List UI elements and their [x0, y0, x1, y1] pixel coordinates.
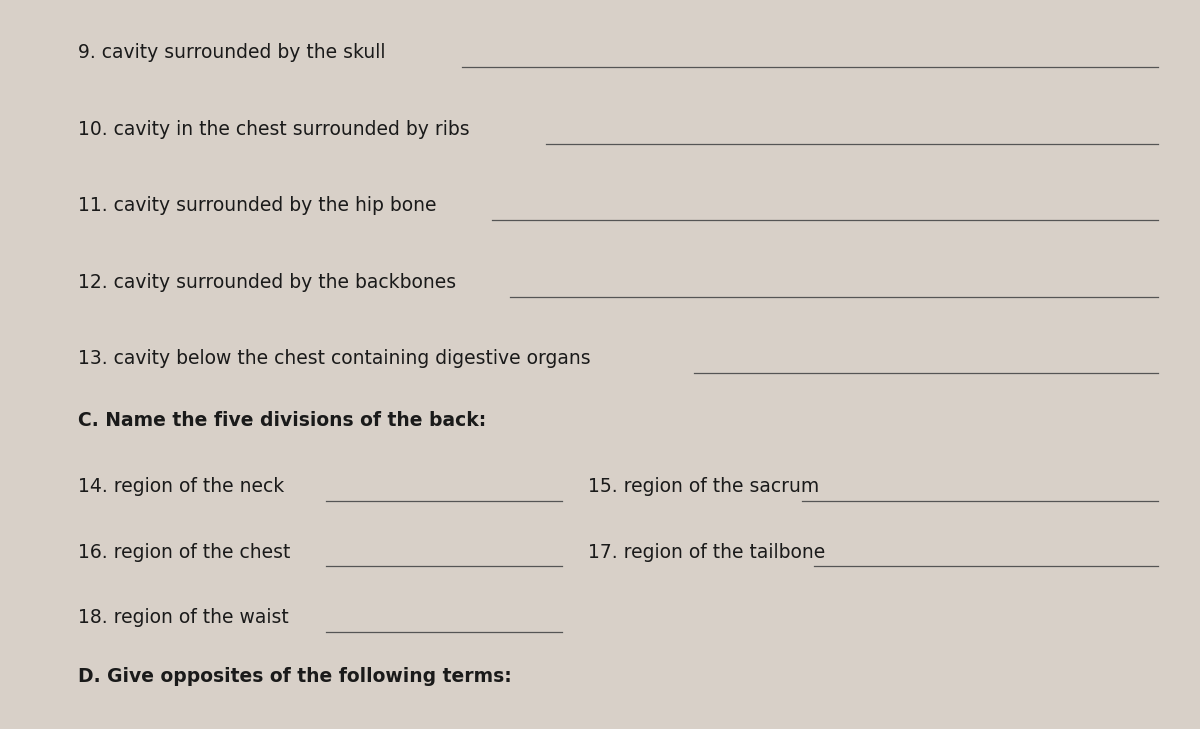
Text: 14. region of the neck: 14. region of the neck: [78, 477, 284, 496]
Text: 13. cavity below the chest containing digestive organs: 13. cavity below the chest containing di…: [78, 349, 590, 368]
Text: 12. cavity surrounded by the backbones: 12. cavity surrounded by the backbones: [78, 273, 456, 292]
Text: 18. region of the waist: 18. region of the waist: [78, 608, 289, 627]
Text: 11. cavity surrounded by the hip bone: 11. cavity surrounded by the hip bone: [78, 196, 437, 215]
Text: 16. region of the chest: 16. region of the chest: [78, 542, 290, 561]
Text: C. Name the five divisions of the back:: C. Name the five divisions of the back:: [78, 411, 486, 430]
Text: 10. cavity in the chest surrounded by ribs: 10. cavity in the chest surrounded by ri…: [78, 120, 469, 139]
Text: 9. cavity surrounded by the skull: 9. cavity surrounded by the skull: [78, 43, 385, 62]
Text: 15. region of the sacrum: 15. region of the sacrum: [588, 477, 820, 496]
Text: D. Give opposites of the following terms:: D. Give opposites of the following terms…: [78, 666, 511, 685]
Text: 17. region of the tailbone: 17. region of the tailbone: [588, 542, 826, 561]
